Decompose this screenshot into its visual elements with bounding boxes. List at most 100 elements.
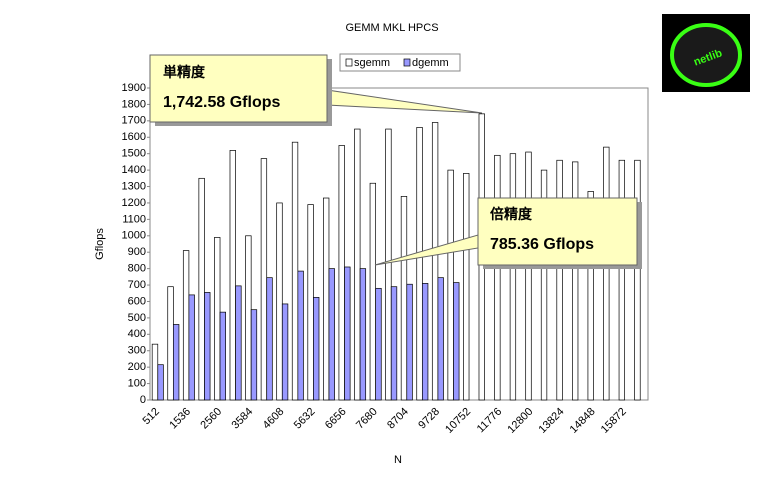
bar bbox=[307, 204, 314, 401]
x-tick-label: 4608 bbox=[261, 406, 287, 432]
bar bbox=[431, 122, 439, 401]
bar bbox=[245, 235, 252, 401]
bar bbox=[281, 303, 289, 401]
legend-label: dgemm bbox=[412, 57, 449, 69]
x-tick-label: 3584 bbox=[230, 406, 256, 432]
y-tick-label: 1000 bbox=[122, 230, 146, 242]
annotation-title: 単精度 bbox=[163, 64, 206, 81]
x-tick-label: 14848 bbox=[568, 406, 598, 436]
bar bbox=[214, 237, 221, 401]
bar bbox=[390, 286, 398, 401]
bar bbox=[416, 127, 423, 401]
bar bbox=[421, 283, 429, 401]
x-tick-label: 15872 bbox=[599, 406, 629, 436]
bar bbox=[369, 182, 377, 401]
x-tick-label: 512 bbox=[140, 406, 161, 427]
bar bbox=[188, 294, 195, 401]
y-tick-label: 900 bbox=[128, 246, 146, 258]
x-tick-label: 13824 bbox=[536, 406, 566, 436]
bar bbox=[204, 292, 211, 401]
y-tick-label: 1300 bbox=[122, 180, 146, 192]
bar bbox=[182, 250, 190, 401]
y-tick-label: 1700 bbox=[122, 115, 146, 127]
bar bbox=[151, 343, 159, 401]
x-tick-label: 11776 bbox=[475, 406, 505, 436]
x-axis-label: N bbox=[394, 454, 402, 466]
callout-box bbox=[477, 197, 638, 266]
bar bbox=[525, 151, 532, 401]
bar bbox=[235, 285, 242, 401]
bar bbox=[447, 169, 454, 401]
legend-label: sgemm bbox=[354, 57, 390, 69]
annotation-text: 1,742.58 Gflops bbox=[163, 94, 280, 111]
y-tick-label: 1800 bbox=[122, 98, 146, 110]
annotation-title: 倍精度 bbox=[490, 206, 533, 223]
bar bbox=[572, 161, 579, 401]
bar bbox=[587, 191, 594, 401]
y-tick-label: 1500 bbox=[122, 148, 146, 160]
bar bbox=[354, 128, 361, 401]
legend bbox=[339, 53, 461, 72]
x-tick-label: 12800 bbox=[505, 406, 535, 436]
x-tick-label: 1536 bbox=[167, 406, 193, 432]
x-tick-label: 2560 bbox=[198, 406, 224, 432]
bar bbox=[385, 128, 392, 401]
bar bbox=[556, 159, 563, 401]
y-tick-label: 600 bbox=[128, 295, 146, 307]
bar bbox=[437, 277, 444, 401]
y-tick-label: 800 bbox=[128, 263, 146, 275]
bar bbox=[276, 202, 283, 401]
legend-swatch bbox=[345, 58, 353, 67]
y-tick-label: 300 bbox=[128, 345, 146, 357]
y-axis-label: Gflops bbox=[94, 228, 106, 260]
logo-ring bbox=[670, 23, 742, 87]
bar bbox=[344, 266, 351, 401]
annotation-text: 785.36 Gflops bbox=[490, 236, 594, 253]
y-tick-label: 700 bbox=[128, 279, 146, 291]
bar bbox=[229, 150, 236, 401]
bar bbox=[634, 159, 641, 401]
x-tick-label: 9728 bbox=[416, 406, 442, 432]
bar bbox=[406, 283, 413, 401]
bar bbox=[375, 287, 382, 401]
bar bbox=[297, 270, 304, 401]
bar bbox=[250, 309, 258, 401]
legend-items: sgemm dgemm bbox=[345, 57, 449, 69]
y-tick-label: 1900 bbox=[122, 82, 146, 94]
legend-swatch bbox=[403, 58, 411, 67]
x-tick-label: 8704 bbox=[385, 406, 411, 432]
bar bbox=[266, 277, 273, 401]
y-tick-label: 1100 bbox=[122, 213, 146, 225]
bar bbox=[603, 146, 610, 401]
bar bbox=[618, 159, 626, 401]
bar bbox=[291, 141, 299, 401]
bar bbox=[167, 286, 174, 401]
bar bbox=[463, 173, 470, 401]
x-tick-label: 10752 bbox=[443, 406, 473, 436]
y-tick-label: 1600 bbox=[122, 131, 146, 143]
bar bbox=[260, 158, 268, 401]
x-tick-label: 6656 bbox=[323, 406, 349, 432]
y-tick-label: 100 bbox=[128, 377, 146, 389]
bar bbox=[359, 268, 367, 401]
bar bbox=[198, 177, 205, 401]
bar bbox=[509, 153, 517, 401]
y-tick-label: 1400 bbox=[122, 164, 146, 176]
bar bbox=[338, 145, 345, 401]
bar bbox=[219, 311, 226, 401]
bar bbox=[313, 297, 320, 401]
callout-box bbox=[149, 54, 328, 123]
bar bbox=[453, 282, 460, 401]
bar bbox=[494, 154, 501, 401]
bar bbox=[172, 324, 180, 401]
bar bbox=[400, 196, 408, 401]
bar bbox=[540, 169, 548, 401]
y-tick-label: 400 bbox=[128, 328, 146, 340]
bar bbox=[328, 268, 335, 401]
x-tick-label: 5632 bbox=[292, 406, 318, 432]
y-tick-label: 1200 bbox=[122, 197, 146, 209]
bar bbox=[323, 197, 330, 401]
chart-title: GEMM MKL HPCS bbox=[345, 22, 438, 34]
bar bbox=[157, 364, 164, 401]
